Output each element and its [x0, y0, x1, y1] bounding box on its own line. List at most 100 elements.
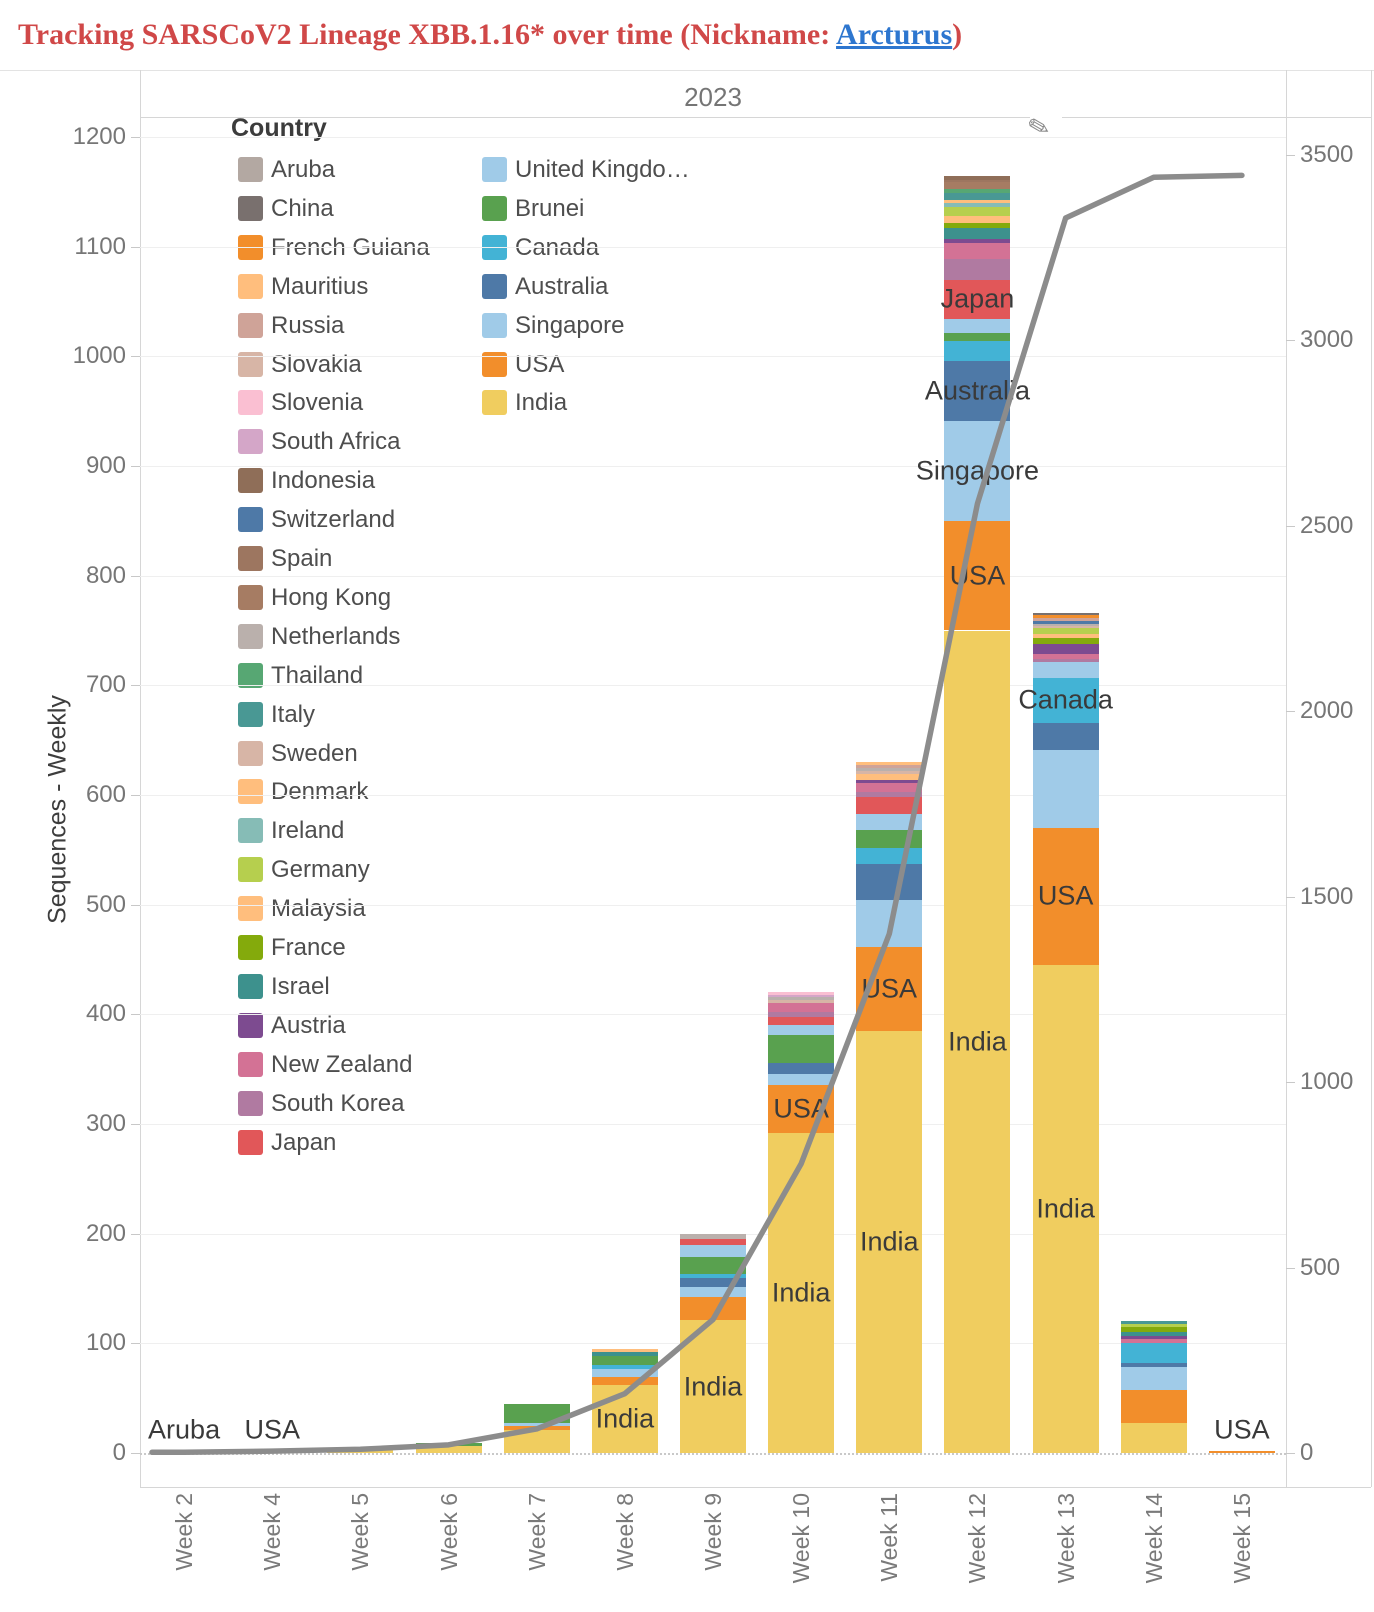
bar-segment-china[interactable] — [1032, 612, 1099, 616]
bar-segment-singapore[interactable] — [503, 1423, 570, 1426]
bar-segment-united-kingdom[interactable] — [856, 813, 923, 831]
bar-segment-austria[interactable] — [944, 238, 1011, 244]
bar-segment-israel[interactable] — [591, 1352, 658, 1357]
bar-segment-germany[interactable] — [1032, 628, 1099, 634]
bar-segment-south-korea[interactable] — [856, 791, 923, 798]
bar-segment-australia[interactable] — [1120, 1363, 1187, 1368]
bar-segment-south-korea[interactable] — [944, 258, 1011, 280]
bar-segment-malaysia[interactable] — [944, 215, 1011, 223]
bar-segment-india[interactable] — [327, 1448, 394, 1453]
bar-segment-french-guiana[interactable] — [1032, 615, 1099, 619]
bar-segment-japan[interactable] — [680, 1239, 746, 1245]
bar-segment-ireland[interactable] — [944, 202, 1011, 208]
bar-segment-brunei[interactable] — [503, 1403, 570, 1424]
bar-segment-italy[interactable] — [944, 192, 1011, 200]
bar-segment-austria[interactable] — [1032, 643, 1099, 654]
bar-segment-aruba[interactable] — [151, 1451, 218, 1453]
bar-segment-slovenia[interactable] — [768, 992, 835, 995]
edit-pencil-icon[interactable]: ✎ — [1024, 109, 1054, 145]
bar-segment-brunei[interactable] — [415, 1443, 482, 1447]
bar-segment-israel[interactable] — [944, 228, 1011, 239]
bar-segment-singapore[interactable] — [1032, 750, 1099, 828]
bar-segment-canada[interactable] — [680, 1274, 746, 1278]
bar-segment-sweden[interactable] — [856, 770, 923, 775]
bar-segment-netherlands[interactable] — [1032, 623, 1099, 627]
bar-segment-france[interactable] — [1032, 638, 1099, 644]
bar-segment-usa[interactable] — [1120, 1390, 1187, 1424]
bar-segment-canada[interactable] — [944, 340, 1011, 361]
bar-segment-australia[interactable] — [1032, 722, 1099, 751]
bar-segment-spain[interactable] — [944, 179, 1011, 182]
bar-segment-thailand[interactable] — [944, 188, 1011, 193]
left-axis-border — [140, 70, 141, 1487]
bar-segment-south-korea[interactable] — [1032, 659, 1099, 663]
bar-segment-brunei[interactable] — [944, 333, 1011, 341]
bar-segment-russia[interactable] — [856, 765, 923, 768]
bar-segment-united-kingdom[interactable] — [1032, 662, 1099, 678]
bar-segment-singapore[interactable] — [1120, 1367, 1187, 1391]
bar-segment-new-zealand[interactable] — [856, 782, 923, 792]
bar-segment-malaysia[interactable] — [591, 1348, 658, 1353]
bar-segment-canada[interactable] — [1120, 1343, 1187, 1364]
bar-segment-mauritius[interactable] — [856, 762, 923, 766]
bar-segment-india[interactable] — [1120, 1423, 1187, 1453]
bar-segment-indonesia[interactable] — [944, 176, 1011, 180]
bar-segment-singapore[interactable] — [856, 900, 923, 948]
bar-segment-singapore[interactable] — [680, 1287, 746, 1298]
bar-segment-brunei[interactable] — [768, 1035, 835, 1063]
bar-segment-brunei[interactable] — [591, 1356, 658, 1366]
bar-segment-singapore[interactable] — [591, 1368, 658, 1378]
bar-segment-new-zealand[interactable] — [1032, 653, 1099, 659]
bar-segment-united-kingdom[interactable] — [680, 1244, 746, 1257]
bar-segment-japan[interactable] — [768, 1016, 835, 1026]
bar-segment-usa[interactable] — [503, 1425, 570, 1430]
bar-segment-usa[interactable] — [591, 1377, 658, 1385]
arcturus-link[interactable]: Arcturus — [836, 18, 953, 51]
legend-label: France — [271, 934, 346, 961]
bar-segment-australia[interactable] — [856, 864, 923, 901]
bar-label: Aruba — [148, 1414, 221, 1445]
bar-segment-canada[interactable] — [591, 1365, 658, 1369]
right-axis-tick-label: 500 — [1300, 1253, 1341, 1281]
bar-segment-south-africa[interactable] — [768, 994, 835, 997]
bar-segment-usa[interactable] — [680, 1297, 746, 1321]
left-axis-tick-label: 400 — [85, 1000, 126, 1028]
bar-segment-netherlands[interactable] — [856, 767, 923, 771]
bar-segment-netherlands[interactable] — [680, 1233, 746, 1240]
bar-segment-new-zealand[interactable] — [944, 243, 1011, 259]
bar-segment-malaysia[interactable] — [1032, 633, 1099, 639]
bar-segment-india[interactable] — [503, 1429, 570, 1453]
bar-segment-india[interactable] — [415, 1446, 482, 1453]
bar-segment-austria[interactable] — [1120, 1335, 1187, 1339]
bar-segment-austria[interactable] — [856, 779, 923, 783]
bar-segment-germany[interactable] — [1120, 1323, 1187, 1327]
bar-segment-brunei[interactable] — [856, 830, 923, 848]
bar-segment-hong-kong[interactable] — [944, 181, 1011, 189]
bar-segment-australia[interactable] — [768, 1062, 835, 1074]
bar-segment-denmark[interactable] — [944, 199, 1011, 203]
bar-segment-canada[interactable] — [856, 847, 923, 865]
bar-segment-japan[interactable] — [856, 797, 923, 814]
bar-segment-malaysia[interactable] — [856, 774, 923, 780]
bar-segment-switzerland[interactable] — [1032, 620, 1099, 624]
bar-segment-israel[interactable] — [1120, 1332, 1187, 1336]
bar-segment-sweden[interactable] — [1032, 626, 1099, 629]
bar-segment-italy[interactable] — [1120, 1321, 1187, 1324]
bar-segment-france[interactable] — [944, 222, 1011, 228]
bar-segment-united-kingdom[interactable] — [944, 319, 1011, 334]
bar-segment-netherlands[interactable] — [768, 996, 835, 1001]
bar-segment-germany[interactable] — [944, 207, 1011, 216]
bar-segment-new-zealand[interactable] — [768, 1003, 835, 1013]
bar-segment-russia[interactable] — [1032, 618, 1099, 621]
bar-segment-usa[interactable] — [239, 1450, 306, 1453]
bar-segment-australia[interactable] — [680, 1277, 746, 1288]
bar-segment-sweden[interactable] — [768, 1000, 835, 1004]
bar-segment-new-zealand[interactable] — [1120, 1338, 1187, 1344]
bar-segment-france[interactable] — [1120, 1326, 1187, 1333]
bar-segment-south-korea[interactable] — [768, 1012, 835, 1017]
bar-segment-usa[interactable] — [1208, 1450, 1275, 1453]
bar-segment-united-kingdom[interactable] — [768, 1025, 835, 1036]
bar-segment-singapore[interactable] — [768, 1073, 835, 1085]
bar-segment-brunei[interactable] — [680, 1256, 746, 1275]
